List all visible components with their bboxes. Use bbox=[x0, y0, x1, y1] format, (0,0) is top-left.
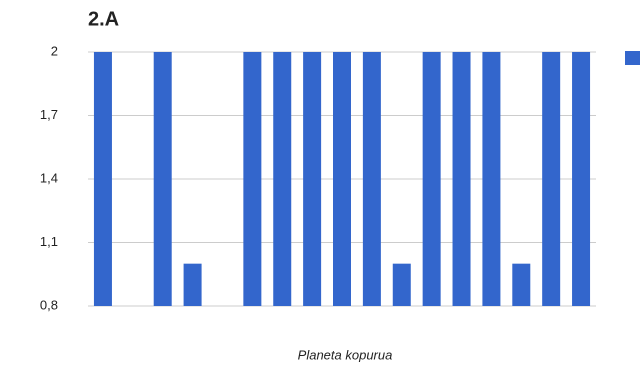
bar bbox=[273, 52, 292, 306]
bar bbox=[392, 263, 411, 306]
bar bbox=[303, 52, 322, 306]
bar bbox=[153, 52, 172, 306]
bar bbox=[362, 52, 381, 306]
y-tick-label: 0,8 bbox=[40, 297, 58, 312]
bar bbox=[452, 52, 471, 306]
bar bbox=[572, 52, 591, 306]
bar bbox=[93, 52, 112, 306]
bar bbox=[422, 52, 441, 306]
y-tick-label: 2 bbox=[51, 43, 58, 58]
bar bbox=[512, 263, 531, 306]
y-tick-label: 1,4 bbox=[40, 170, 58, 185]
bar bbox=[243, 52, 262, 306]
bar bbox=[542, 52, 561, 306]
chart-title: 2.A bbox=[88, 8, 119, 30]
legend-swatch bbox=[625, 51, 640, 65]
y-tick-label: 1,1 bbox=[40, 234, 58, 249]
bar bbox=[183, 263, 202, 306]
bar bbox=[482, 52, 501, 306]
x-axis-label: Planeta kopurua bbox=[298, 347, 393, 362]
y-tick-label: 1,7 bbox=[40, 107, 58, 122]
bar bbox=[333, 52, 351, 306]
